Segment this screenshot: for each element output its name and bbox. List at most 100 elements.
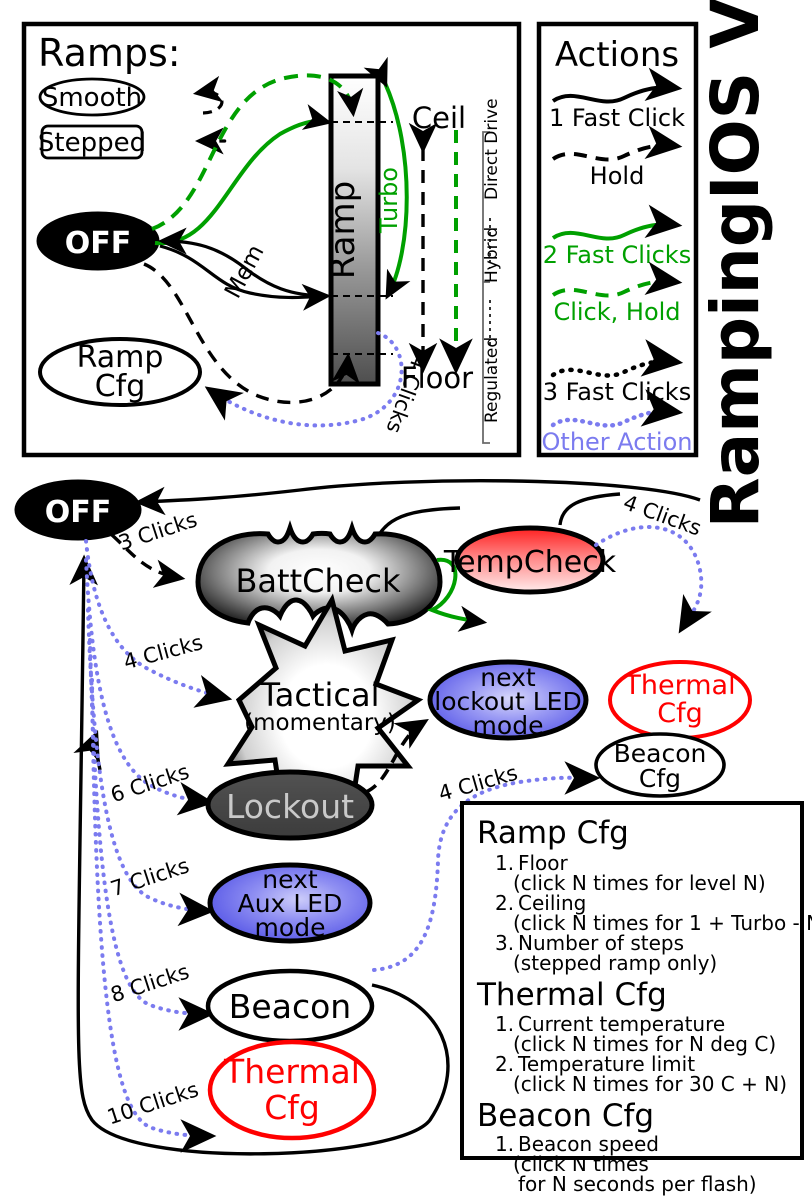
edge-turbo — [363, 56, 411, 300]
cfg-name-beacon-1: Beacon speed — [518, 1132, 659, 1156]
edge-off-lockout — [84, 558, 215, 816]
label-ramp-bar: Ramp — [323, 181, 363, 279]
label-direct-drive: Direct Drive — [482, 98, 502, 200]
label-floor: Floor — [401, 361, 473, 395]
edge-off-to-ramp-green — [154, 104, 333, 246]
label-8-clicks: 8 Clicks — [108, 959, 192, 1007]
label-battcheck: BattCheck — [235, 562, 401, 600]
action-line-2-fast-clicks — [551, 204, 683, 241]
label-beacon-cfg-2: Cfg — [639, 764, 681, 793]
label-thermal-cfg-bottom-2: Cfg — [264, 1088, 320, 1127]
action-line-click-hold — [551, 261, 683, 298]
node-next-aux-led-mode[interactable] — [207, 862, 373, 944]
action-line-1-fast-click — [551, 67, 683, 104]
page-title: RampingIOS V3 — [697, 0, 774, 528]
label-thermal-cfg-bottom-1: Thermal — [223, 1052, 360, 1091]
node-beacon-cfg[interactable] — [594, 732, 726, 798]
action-line-other-action — [550, 389, 684, 428]
label-lockout-led-3: mode — [473, 711, 544, 740]
action-label-click-hold: Click, Hold — [553, 298, 680, 326]
label-lockout-led-2: lockout LED — [434, 687, 581, 716]
node-next-lockout-led-mode[interactable] — [427, 659, 589, 741]
action-label-2-fast-clicks: 2 Fast Clicks — [543, 241, 691, 269]
label-aux-led-1: next — [262, 865, 318, 894]
label-aux-led-2: Aux LED — [238, 889, 343, 918]
edge-off-to-ceiling-green — [151, 73, 364, 231]
label-thermal-cfg-top-1: Thermal — [623, 670, 735, 701]
label-off-ramps: OFF — [65, 226, 132, 261]
label-turbo: Turbo — [375, 167, 403, 234]
edge-tempcheck-up — [558, 492, 621, 526]
actions-heading: Actions — [555, 35, 679, 75]
cfg-name-thermal-2: Temperature limit — [517, 1052, 695, 1076]
label-tempcheck: TempCheck — [443, 545, 617, 580]
node-smooth[interactable] — [38, 77, 146, 117]
cfg-panel-border — [460, 801, 804, 1160]
label-tactical-1: Tactical — [260, 676, 380, 714]
action-label-hold: Hold — [590, 162, 645, 190]
cfg-heading-beacon: Beacon Cfg — [477, 1098, 654, 1134]
cfg-detail-ramp-3: (stepped ramp only) — [513, 951, 717, 975]
action-label-other-action: Other Action — [542, 428, 693, 456]
edge-ramp-to-ramp-cfg — [204, 331, 404, 428]
node-stepped[interactable] — [40, 124, 144, 160]
action-line-hold — [551, 125, 683, 162]
actions-panel-border — [536, 21, 699, 458]
edge-return-top-off — [134, 479, 701, 516]
cfg-num-ramp-3: 3. — [495, 931, 514, 955]
edge-off-thermalcfg — [90, 678, 217, 1153]
cfg-num-ramp-2: 2. — [495, 891, 514, 915]
label-10-clicks: 10 Clicks — [104, 1077, 201, 1129]
cfg-name-ramp-3: Number of steps — [518, 931, 684, 955]
cfg-detail2-beacon-1: for N seconds per flash) — [518, 1172, 757, 1196]
label-hybrid: Hybrid — [482, 227, 502, 283]
drive-bracket-outer — [482, 131, 490, 444]
label-thermal-cfg-top-2: Cfg — [657, 698, 703, 729]
cfg-detail-beacon-1: (click N times — [513, 1152, 649, 1176]
label-beacon: Beacon — [229, 987, 351, 1026]
label-smooth: Smooth — [42, 83, 142, 113]
ramps-heading: Ramps: — [38, 31, 181, 75]
node-lockout[interactable] — [205, 769, 375, 841]
edge-off-battcheck — [110, 533, 186, 588]
label-regulated: Regulated — [482, 337, 502, 423]
cfg-num-thermal-2: 2. — [495, 1052, 514, 1076]
cfg-num-beacon-1: 1. — [495, 1132, 514, 1156]
node-battcheck[interactable] — [195, 520, 443, 638]
cfg-detail-ramp-1: (click N times for level N) — [513, 871, 766, 895]
cfg-heading-thermal: Thermal Cfg — [476, 977, 667, 1013]
cfg-name-thermal-1: Current temperature — [518, 1012, 725, 1036]
ramps-panel-border — [21, 21, 522, 458]
label-beacon-cfg-1: Beacon — [614, 739, 707, 768]
cfg-detail-ramp-2: (click N times for 1 + Turbo - N) — [513, 911, 812, 935]
cfg-num-ramp-1: 1. — [495, 851, 514, 875]
node-thermal-cfg-bottom[interactable] — [207, 1039, 377, 1141]
label-tactical-2: (momentary) — [244, 710, 396, 736]
edge-off-to-mem — [159, 244, 332, 311]
edge-beacon-return-off — [69, 554, 450, 1156]
label-stepped: Stepped — [38, 128, 146, 158]
cfg-heading-ramp: Ramp Cfg — [477, 815, 629, 851]
node-tempcheck[interactable] — [454, 525, 606, 595]
cfg-name-ramp-1: Floor — [518, 851, 569, 875]
cfg-detail-thermal-2: (click N times for 30 C + N) — [513, 1072, 787, 1096]
label-4-clicks-tactical: 4 Clicks — [121, 630, 205, 674]
label-4-clicks-beacon-cfg: 4 Clicks — [436, 761, 521, 806]
label-ceil: Ceil — [412, 101, 466, 135]
edge-ramp-to-off — [157, 227, 328, 298]
node-tactical[interactable] — [223, 593, 424, 818]
cfg-num-thermal-1: 1. — [495, 1012, 514, 1036]
node-ramp-cfg[interactable] — [38, 337, 202, 407]
action-label-3-fast-clicks: 3 Fast Clicks — [543, 378, 691, 406]
label-off-state: OFF — [45, 495, 112, 530]
label-ramp-cfg-1: Ramp — [77, 340, 164, 375]
node-off-state[interactable] — [14, 479, 142, 541]
edge-off-tactical — [84, 539, 233, 708]
label-mem: Mem — [220, 241, 269, 303]
edge-off-auxled — [86, 608, 215, 927]
action-label-1-fast-click: 1 Fast Click — [549, 104, 685, 132]
cfg-detail-thermal-1: (click N times for N deg C) — [513, 1032, 776, 1056]
edge-off-beacon — [88, 638, 215, 1031]
label-aux-led-3: mode — [255, 913, 326, 942]
label-6-clicks: 6 Clicks — [108, 759, 192, 807]
